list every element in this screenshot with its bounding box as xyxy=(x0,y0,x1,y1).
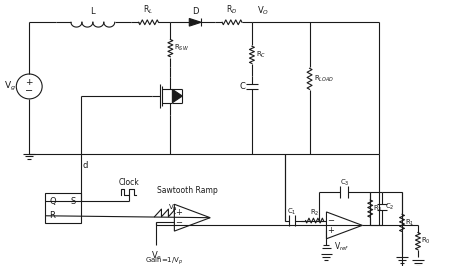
Text: C: C xyxy=(239,82,245,91)
Text: R: R xyxy=(49,211,55,220)
Polygon shape xyxy=(189,18,201,26)
Text: C$_2$: C$_2$ xyxy=(385,202,395,212)
Text: V$_{ref}$: V$_{ref}$ xyxy=(335,240,350,253)
Text: V$_p$: V$_p$ xyxy=(167,202,177,214)
Text: −: − xyxy=(25,86,33,96)
Text: L: L xyxy=(91,6,95,16)
Text: R$_L$: R$_L$ xyxy=(144,3,154,16)
Polygon shape xyxy=(173,89,182,103)
Text: D: D xyxy=(192,6,199,16)
Text: Gain=1/V$_p$: Gain=1/V$_p$ xyxy=(145,255,184,266)
Text: +: + xyxy=(327,226,334,235)
Text: Q: Q xyxy=(49,197,56,206)
Text: R$_2$: R$_2$ xyxy=(310,208,319,218)
Text: C$_3$: C$_3$ xyxy=(339,178,349,188)
Text: Clock: Clock xyxy=(118,178,139,187)
Text: R$_{SW}$: R$_{SW}$ xyxy=(174,43,190,53)
Text: R$_{LOAD}$: R$_{LOAD}$ xyxy=(313,74,334,84)
Text: +: + xyxy=(26,77,33,87)
Text: V$_g$: V$_g$ xyxy=(4,80,17,93)
Text: d: d xyxy=(83,161,88,170)
Text: Sawtooth Ramp: Sawtooth Ramp xyxy=(157,186,218,195)
Text: +: + xyxy=(175,208,182,217)
Text: R$_1$: R$_1$ xyxy=(405,218,415,228)
Text: V$_e$: V$_e$ xyxy=(151,249,162,262)
Text: R$_3$: R$_3$ xyxy=(373,204,383,214)
Text: −: − xyxy=(175,218,182,227)
Text: C$_1$: C$_1$ xyxy=(287,207,296,217)
Text: V$_O$: V$_O$ xyxy=(257,4,269,16)
Text: R$_C$: R$_C$ xyxy=(256,50,266,60)
Text: R$_0$: R$_0$ xyxy=(421,236,431,246)
Bar xyxy=(45,193,81,224)
Text: −: − xyxy=(327,216,334,225)
Text: S: S xyxy=(71,197,76,206)
Text: R$_D$: R$_D$ xyxy=(227,3,237,16)
